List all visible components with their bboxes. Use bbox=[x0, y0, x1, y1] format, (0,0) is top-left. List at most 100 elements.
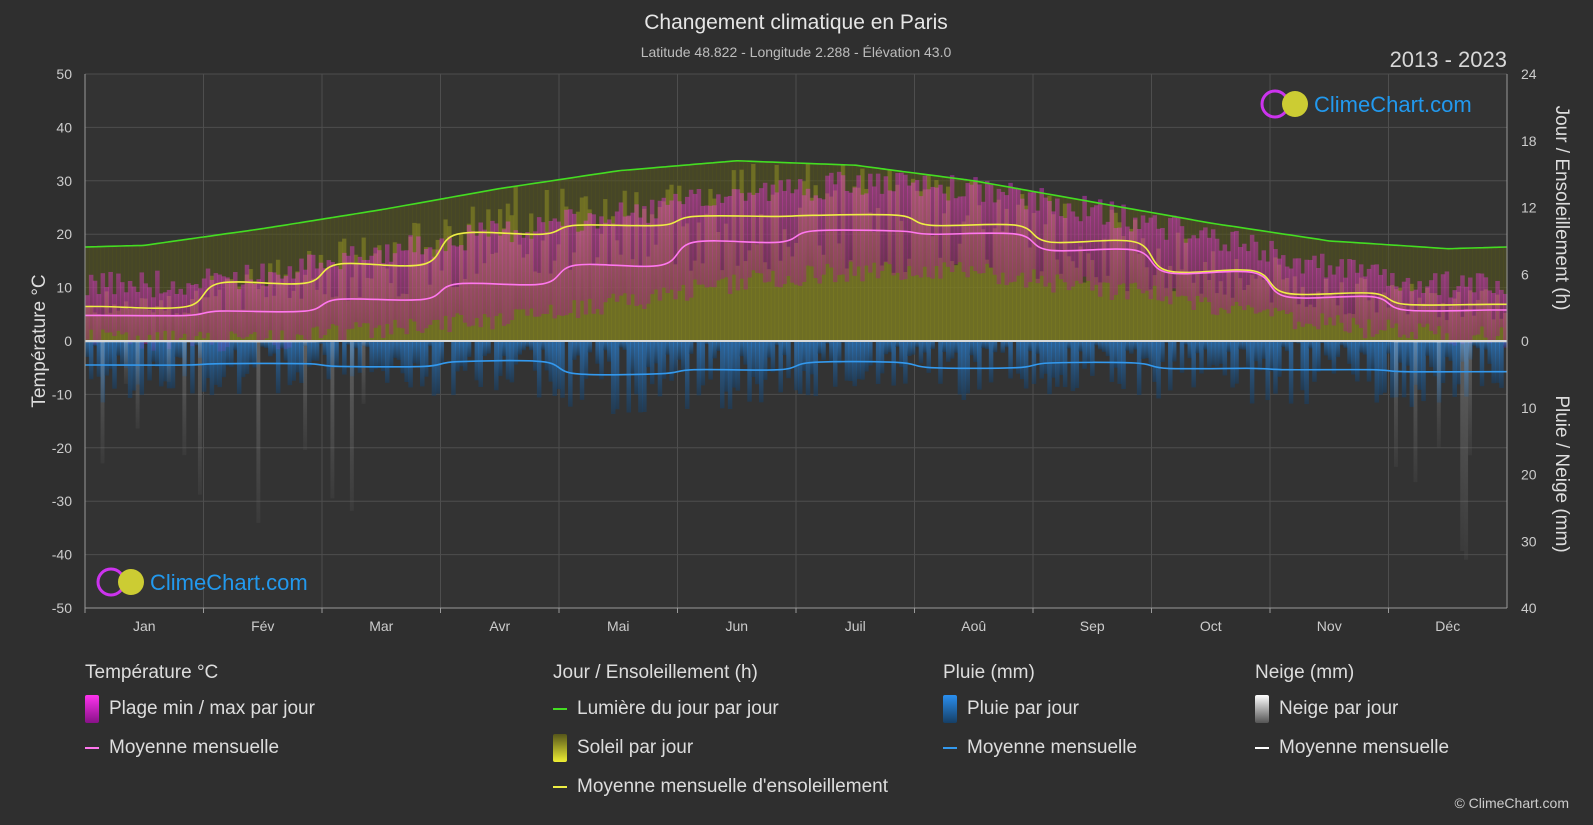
temp-range-bar bbox=[630, 212, 635, 295]
temp-range-bar bbox=[1164, 239, 1169, 297]
rain-bar bbox=[965, 341, 970, 394]
temp-range-bar bbox=[155, 270, 160, 333]
rain-bar bbox=[1008, 341, 1013, 379]
sunshine-bar bbox=[1351, 314, 1356, 341]
rain-bar bbox=[283, 341, 289, 361]
temp-range-bar bbox=[521, 237, 526, 310]
rain-bar bbox=[1327, 341, 1333, 360]
rain-bar bbox=[116, 341, 121, 356]
sunshine-bar bbox=[692, 260, 698, 341]
temp-range-bar bbox=[1479, 273, 1485, 327]
temp-range-bar bbox=[252, 283, 258, 333]
rain-avg-line bbox=[85, 359, 1507, 376]
rain-bar bbox=[427, 341, 433, 347]
rain-bar bbox=[381, 341, 386, 372]
sunshine-bar bbox=[1101, 238, 1107, 341]
temp-range-bar bbox=[571, 213, 577, 301]
temp-range-bar bbox=[529, 238, 534, 309]
temp-range-bar bbox=[1331, 274, 1337, 326]
temp-range-bar bbox=[1335, 266, 1341, 316]
sunshine-bar bbox=[1035, 278, 1041, 341]
temp-avg-swatch bbox=[85, 747, 99, 749]
rain-bar bbox=[190, 341, 195, 394]
temp-range-bar bbox=[1094, 205, 1099, 285]
temp-range-bar bbox=[1023, 209, 1029, 288]
temp-range-bar bbox=[1148, 217, 1154, 300]
rain-bar bbox=[1471, 341, 1477, 346]
temp-range-bar bbox=[1168, 218, 1173, 305]
sunshine-bar bbox=[1097, 282, 1103, 341]
sunshine-bar bbox=[1230, 297, 1235, 341]
temp-range-bar bbox=[548, 221, 554, 305]
sunshine-bar bbox=[762, 262, 768, 341]
temp-range-bar bbox=[856, 175, 861, 267]
legend-snow: Neige (mm) Neige par jour Moyenne mensue… bbox=[1255, 662, 1449, 776]
rain-bar bbox=[1058, 341, 1064, 376]
temp-range-bar bbox=[1440, 274, 1446, 340]
legend-item: Pluie par jour bbox=[943, 695, 1137, 723]
chart-axes: 50 40 30 20 10 0 -10 -20 -30 -40 -50 24 18 12 6 0 10 20 30… bbox=[52, 66, 1537, 634]
sunshine-bar bbox=[1304, 306, 1309, 341]
temp-range-bar bbox=[848, 192, 854, 262]
rain-bar bbox=[883, 341, 889, 355]
sunshine-bar bbox=[829, 196, 834, 341]
sunshine-bar bbox=[1105, 275, 1111, 341]
sunshine-bar bbox=[1218, 281, 1224, 341]
rain-bar bbox=[264, 341, 269, 348]
legend-label: Moyenne mensuelle bbox=[109, 737, 280, 758]
temp-range-bar bbox=[392, 253, 398, 320]
rain-bar bbox=[1160, 341, 1165, 363]
temp-range-bar bbox=[646, 222, 651, 304]
rain-bar bbox=[1144, 341, 1150, 359]
temp-range-bar bbox=[404, 250, 409, 335]
sunshine-bar bbox=[848, 260, 854, 341]
rain-bar bbox=[1062, 341, 1068, 388]
sunshine-bar bbox=[1296, 304, 1302, 341]
rain-bar bbox=[708, 341, 713, 380]
temp-range-bar bbox=[1432, 273, 1438, 335]
temp-range-bar bbox=[910, 182, 916, 277]
daylight-bar bbox=[112, 246, 117, 341]
temp-range-bar bbox=[151, 297, 156, 351]
temp-range-bar bbox=[1374, 264, 1380, 335]
rain-bar bbox=[1382, 341, 1387, 393]
rain-bar bbox=[731, 341, 737, 388]
snow-bar bbox=[135, 341, 140, 429]
sunshine-bar bbox=[992, 228, 998, 341]
temp-range-bar bbox=[797, 179, 803, 286]
temp-range-bar bbox=[778, 180, 783, 288]
temp-range-bar bbox=[673, 193, 678, 300]
rain-bar bbox=[720, 341, 725, 409]
temp-range-bar bbox=[934, 187, 939, 266]
temp-range-bar bbox=[868, 173, 873, 273]
rain-bar bbox=[981, 341, 986, 348]
temp-range-bar bbox=[1405, 277, 1411, 338]
rain-bar bbox=[755, 341, 760, 385]
temp-range-bar bbox=[225, 277, 230, 348]
rain-bar bbox=[1168, 341, 1173, 391]
rain-bar bbox=[1234, 341, 1239, 384]
temp-range-bar bbox=[170, 281, 176, 331]
rain-bar bbox=[1226, 341, 1231, 352]
sunshine-bar bbox=[949, 261, 955, 341]
rain-bar bbox=[1487, 341, 1493, 364]
sunshine-bar bbox=[1319, 296, 1325, 341]
y-tick-label-right-top: 12 bbox=[1521, 200, 1537, 216]
temp-range-bar bbox=[723, 196, 729, 278]
rain-bar bbox=[879, 341, 885, 374]
temp-range-bar bbox=[575, 231, 581, 319]
sunshine-bar bbox=[755, 244, 760, 341]
rain-bar bbox=[252, 341, 258, 368]
temp-range-bar bbox=[248, 279, 254, 335]
temp-range-bar bbox=[135, 291, 141, 336]
temp-range-bar bbox=[1090, 207, 1095, 291]
temp-range-bar bbox=[1113, 228, 1119, 295]
rain-bar bbox=[1273, 341, 1278, 394]
rain-swatch bbox=[943, 695, 957, 723]
temp-range-bar bbox=[1491, 292, 1496, 342]
temp-range-bar bbox=[178, 288, 183, 338]
rain-bar bbox=[334, 341, 339, 367]
temp-range-bar bbox=[1121, 204, 1126, 284]
temp-range-bar bbox=[194, 284, 199, 337]
rain-bar bbox=[833, 341, 838, 387]
